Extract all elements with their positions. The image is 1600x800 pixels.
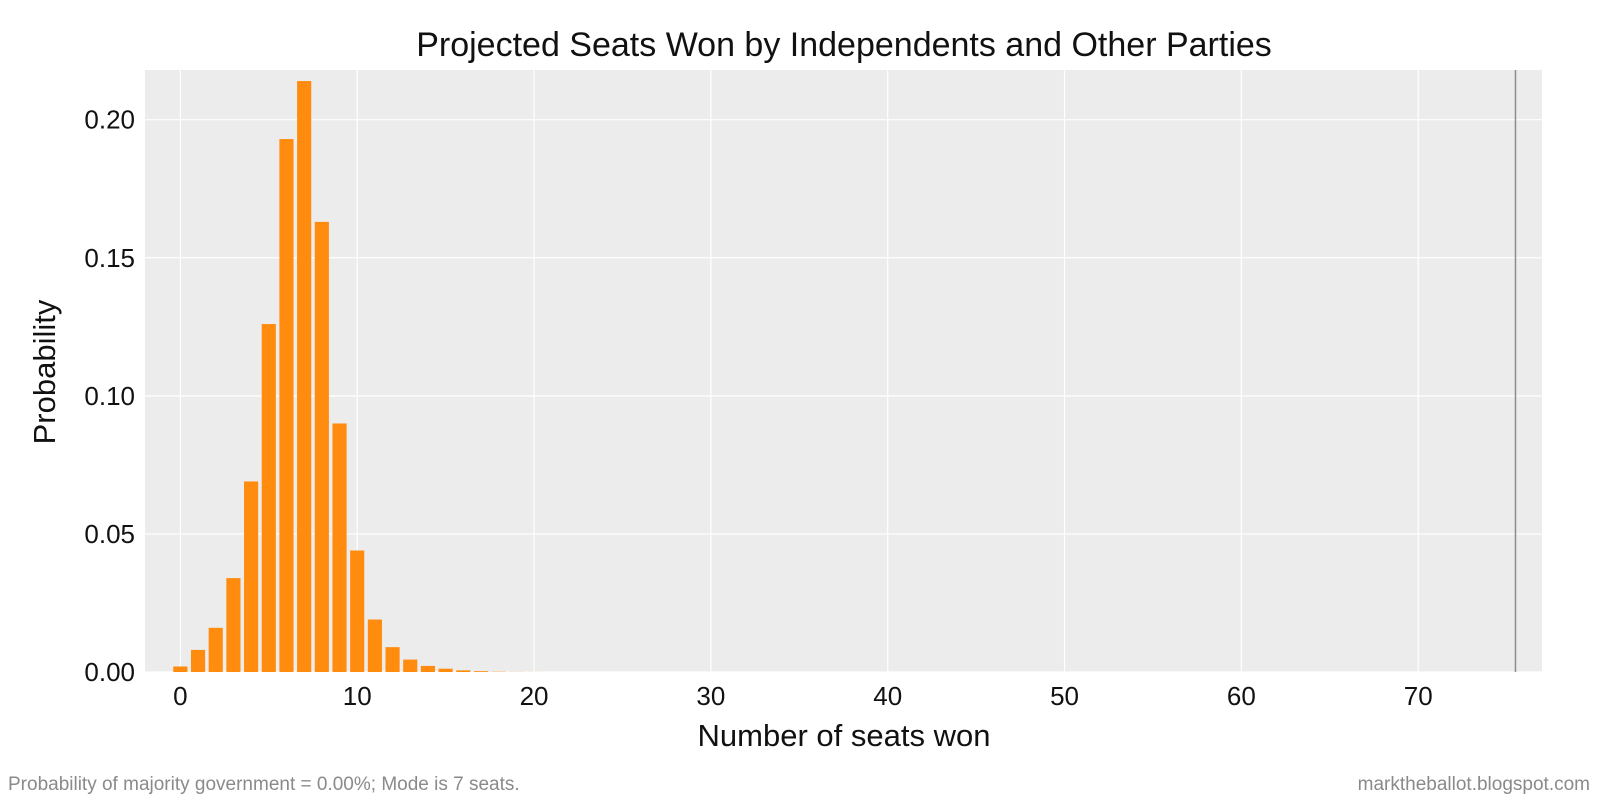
x-tick-label: 0 bbox=[173, 681, 187, 711]
bar bbox=[244, 481, 259, 672]
bar bbox=[173, 666, 188, 672]
bar bbox=[385, 647, 400, 672]
bar bbox=[208, 627, 223, 672]
plot-area bbox=[145, 70, 1542, 672]
x-tick-label: 60 bbox=[1227, 681, 1256, 711]
bar bbox=[226, 578, 241, 672]
bar-series bbox=[173, 81, 542, 673]
bar bbox=[350, 550, 365, 672]
bar bbox=[314, 221, 329, 672]
y-tick-label: 0.15 bbox=[84, 243, 135, 273]
x-axis-label: Number of seats won bbox=[698, 718, 991, 753]
bar bbox=[261, 324, 276, 672]
bar bbox=[367, 619, 382, 672]
y-tick-label: 0.20 bbox=[84, 105, 135, 135]
chart-title: Projected Seats Won by Independents and … bbox=[416, 26, 1272, 64]
bar bbox=[190, 649, 206, 672]
bar bbox=[332, 423, 347, 672]
footnote-source: marktheballot.blogspot.com bbox=[1357, 774, 1590, 795]
bar bbox=[279, 139, 294, 673]
footnote-probability: Probability of majority government = 0.0… bbox=[8, 774, 520, 795]
bar bbox=[456, 670, 471, 672]
x-axis-ticks: 0 10 20 30 40 50 60 70 bbox=[173, 681, 1433, 711]
x-tick-label: 50 bbox=[1050, 681, 1079, 711]
y-axis-label: Probability bbox=[27, 299, 62, 444]
y-tick-label: 0.05 bbox=[84, 519, 135, 549]
x-tick-label: 70 bbox=[1404, 681, 1433, 711]
bar bbox=[438, 668, 453, 672]
y-tick-label: 0.10 bbox=[84, 381, 135, 411]
y-tick-label: 0.00 bbox=[84, 657, 135, 687]
bar bbox=[297, 81, 312, 672]
x-tick-label: 10 bbox=[343, 681, 372, 711]
bar bbox=[473, 671, 489, 672]
x-tick-label: 30 bbox=[696, 681, 725, 711]
bar bbox=[403, 659, 418, 672]
x-tick-label: 40 bbox=[873, 681, 902, 711]
bar bbox=[420, 665, 436, 672]
y-axis-ticks: 0.00 0.05 0.10 0.15 0.20 bbox=[84, 105, 135, 687]
x-tick-label: 20 bbox=[520, 681, 549, 711]
